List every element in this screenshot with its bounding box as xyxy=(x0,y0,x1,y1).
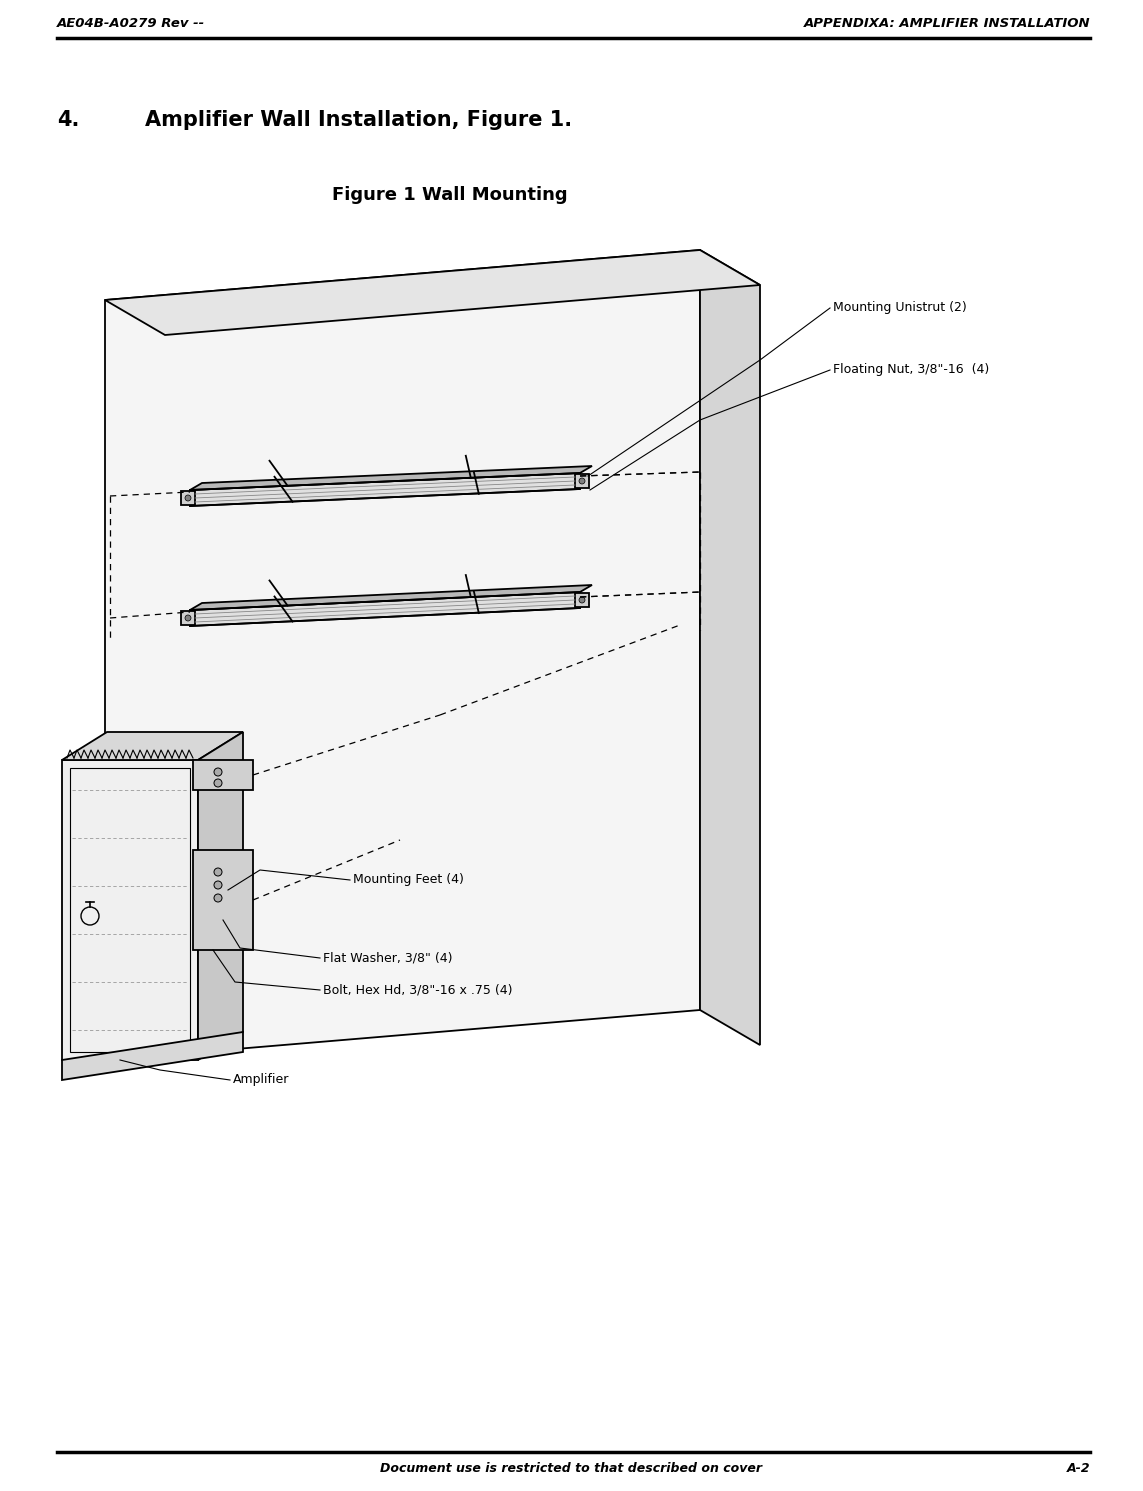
Circle shape xyxy=(580,479,585,485)
Polygon shape xyxy=(575,474,589,488)
Circle shape xyxy=(214,778,222,787)
Text: Document use is restricted to that described on cover: Document use is restricted to that descr… xyxy=(379,1463,762,1475)
Polygon shape xyxy=(181,491,195,505)
Polygon shape xyxy=(575,593,589,607)
Polygon shape xyxy=(105,250,700,1060)
Polygon shape xyxy=(62,1032,243,1079)
Polygon shape xyxy=(193,850,253,950)
Polygon shape xyxy=(700,250,760,1045)
Text: A-2: A-2 xyxy=(1066,1463,1090,1475)
Circle shape xyxy=(185,614,191,620)
Text: Amplifier: Amplifier xyxy=(233,1074,289,1087)
Text: 4.: 4. xyxy=(57,110,79,130)
Polygon shape xyxy=(190,467,592,491)
Polygon shape xyxy=(193,760,253,790)
Circle shape xyxy=(214,768,222,775)
Circle shape xyxy=(214,895,222,902)
Polygon shape xyxy=(62,732,243,760)
Text: AE04B-A0279 Rev --: AE04B-A0279 Rev -- xyxy=(57,16,205,30)
Polygon shape xyxy=(62,760,198,1060)
Circle shape xyxy=(214,868,222,877)
Text: Mounting Unistrut (2): Mounting Unistrut (2) xyxy=(833,301,967,315)
Circle shape xyxy=(580,596,585,602)
Text: Floating Nut, 3/8"-16  (4): Floating Nut, 3/8"-16 (4) xyxy=(833,364,989,377)
Text: APPENDIXA: AMPLIFIER INSTALLATION: APPENDIXA: AMPLIFIER INSTALLATION xyxy=(804,16,1090,30)
Polygon shape xyxy=(190,473,580,505)
Text: Bolt, Hex Hd, 3/8"-16 x .75 (4): Bolt, Hex Hd, 3/8"-16 x .75 (4) xyxy=(323,984,512,996)
Polygon shape xyxy=(190,584,592,610)
Text: Figure 1 Wall Mounting: Figure 1 Wall Mounting xyxy=(333,186,568,204)
Text: Flat Washer, 3/8" (4): Flat Washer, 3/8" (4) xyxy=(323,951,453,965)
Circle shape xyxy=(185,495,191,501)
Circle shape xyxy=(214,881,222,889)
Text: Mounting Feet (4): Mounting Feet (4) xyxy=(353,874,464,887)
Polygon shape xyxy=(198,732,243,1060)
Polygon shape xyxy=(190,592,580,626)
Polygon shape xyxy=(181,611,195,625)
Polygon shape xyxy=(105,250,760,335)
Text: Amplifier Wall Installation, Figure 1.: Amplifier Wall Installation, Figure 1. xyxy=(145,110,573,130)
